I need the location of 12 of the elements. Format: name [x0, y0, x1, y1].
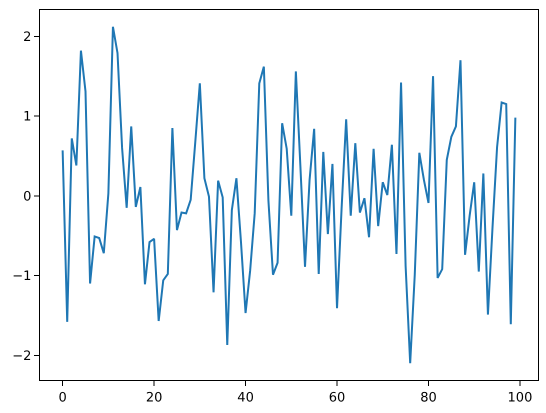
x-tick-label: 40 — [237, 390, 254, 406]
x-tick-label: 0 — [58, 390, 67, 406]
y-tick-label: 0 — [23, 189, 32, 204]
y-tick-label: 2 — [23, 30, 32, 45]
y-tick-label: −1 — [12, 269, 32, 284]
x-tick-label: 80 — [420, 390, 437, 406]
x-tick-label: 100 — [508, 390, 532, 406]
y-tick-label: −2 — [12, 348, 32, 364]
x-tick-label: 20 — [146, 390, 162, 406]
line-series — [62, 26, 516, 364]
y-tick-label: 1 — [23, 110, 32, 125]
x-tick-label: 60 — [328, 390, 346, 406]
